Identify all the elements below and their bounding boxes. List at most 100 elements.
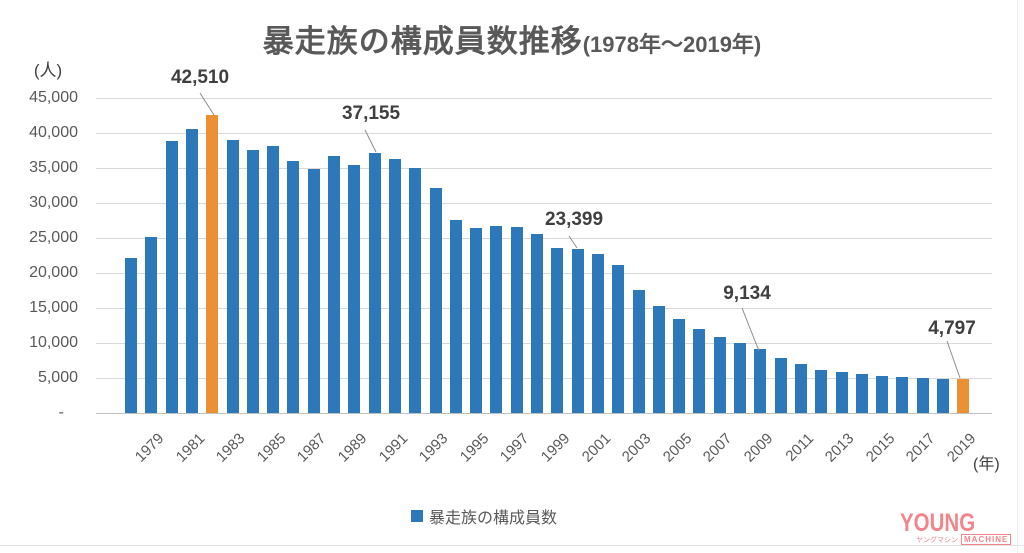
bar-1986 — [287, 161, 300, 413]
legend-marker-icon — [411, 510, 423, 522]
x-tick-label-2003: 2003 — [618, 430, 655, 466]
x-tick-label-2015: 2015 — [862, 430, 899, 466]
bar-1998 — [531, 233, 543, 413]
chart-title: 暴走族の構成員数推移(1978年〜2019年) — [0, 16, 1024, 61]
bar-2003 — [632, 289, 645, 413]
image-right-border — [1017, 0, 1018, 553]
bar-1979 — [145, 237, 158, 413]
y-tick-label: 5,000 — [37, 369, 78, 386]
bar-1982 — [206, 115, 219, 413]
gridline-35000 — [96, 168, 992, 169]
gridline-5000 — [96, 378, 992, 379]
image-bottom-border — [0, 545, 1024, 546]
y-tick-label: 35,000 — [29, 159, 78, 176]
bar-1985 — [267, 146, 280, 413]
bar-2016 — [896, 377, 909, 413]
gridline-40000 — [96, 133, 992, 134]
gridline-15000 — [96, 308, 992, 309]
bar-2013 — [835, 372, 848, 413]
bar-1988 — [328, 156, 340, 413]
x-tick-label-1999: 1999 — [537, 430, 574, 466]
y-tick-label: 40,000 — [29, 124, 78, 141]
gridline-30000 — [96, 203, 992, 204]
bar-2006 — [693, 329, 706, 413]
watermark-machine-text: MACHINE — [961, 534, 1012, 545]
x-axis-unit-label: (年) — [973, 456, 1000, 473]
chart-title-main: 暴走族の構成員数推移 — [262, 24, 583, 59]
bar-2011 — [794, 364, 807, 413]
bar-2017 — [916, 378, 929, 413]
bar-1990 — [368, 152, 381, 413]
bar-1996 — [490, 226, 503, 413]
y-tick-label: 10,000 — [29, 334, 78, 351]
bar-2008 — [734, 343, 746, 413]
bar-2009 — [754, 349, 767, 413]
bar-2005 — [673, 318, 686, 413]
bar-1995 — [470, 227, 483, 413]
y-tick-label: 30,000 — [29, 194, 78, 211]
bar-1997 — [510, 226, 523, 413]
annotation-1990: 37,155 — [341, 103, 401, 124]
watermark-young-text: YOUNG — [900, 509, 976, 537]
bar-1987 — [307, 169, 320, 413]
y-axis-unit-label: (人) — [33, 61, 63, 80]
x-tick-label-1981: 1981 — [172, 430, 208, 466]
bar-2014 — [855, 373, 868, 413]
annotation-2000: 23,399 — [544, 209, 604, 230]
watermark-katakana-text: ヤングマシン — [916, 536, 958, 544]
bar-2004 — [652, 305, 665, 413]
annotation-1982: 42,510 — [170, 67, 230, 88]
legend-label: 暴走族の構成員数 — [429, 510, 558, 527]
watermark-subline: ヤングマシン MACHINE — [916, 534, 1018, 545]
bar-2012 — [815, 370, 828, 413]
annotation-2009: 9,134 — [723, 283, 771, 304]
leader-line-2019 — [946, 340, 961, 379]
x-tick-label-2011: 2011 — [782, 430, 817, 465]
x-tick-label-2007: 2007 — [700, 430, 736, 466]
bar-2002 — [612, 264, 625, 413]
bar-2007 — [713, 337, 726, 413]
x-tick-label-1997: 1997 — [497, 430, 533, 466]
y-tick-label: 25,000 — [29, 229, 78, 246]
x-tick-label-1985: 1985 — [253, 430, 290, 466]
gridline-20000 — [96, 273, 992, 274]
bar-1994 — [449, 219, 462, 413]
gridline-45000 — [96, 98, 992, 99]
annotation-2019: 4,797 — [928, 318, 976, 339]
bar-1980 — [165, 140, 178, 413]
bar-1981 — [185, 128, 198, 413]
x-tick-label-1989: 1989 — [334, 430, 371, 466]
bar-1999 — [551, 247, 564, 413]
y-tick-label: - — [58, 404, 64, 421]
leader-line-1982 — [199, 92, 215, 116]
bar-1992 — [409, 168, 422, 413]
bar-1984 — [246, 149, 259, 413]
bar-2010 — [774, 358, 787, 413]
x-tick-label-2017: 2017 — [903, 430, 939, 466]
x-tick-label-1983: 1983 — [212, 430, 249, 466]
bar-2018 — [937, 378, 949, 413]
young-machine-watermark: YOUNG ヤングマシン MACHINE — [900, 509, 1018, 545]
bar-1983 — [226, 140, 239, 413]
bar-2019 — [957, 379, 970, 413]
bar-1978 — [125, 257, 137, 413]
y-tick-label: 15,000 — [29, 299, 78, 316]
x-tick-label-2013: 2013 — [821, 430, 858, 466]
y-tick-label: 20,000 — [29, 264, 78, 281]
bar-1993 — [429, 187, 442, 413]
gridline-25000 — [96, 238, 992, 239]
legend: 暴走族の構成員数 — [411, 504, 557, 528]
bar-2015 — [876, 375, 889, 413]
x-tick-label-1993: 1993 — [415, 430, 452, 466]
x-tick-label-2001: 2001 — [578, 430, 614, 466]
gridline-0 — [96, 413, 992, 414]
x-tick-label-1987: 1987 — [294, 430, 330, 466]
bar-2000 — [571, 249, 584, 413]
bar-2001 — [591, 254, 604, 413]
x-tick-label-2009: 2009 — [740, 430, 777, 466]
gridline-10000 — [96, 343, 992, 344]
bar-1991 — [388, 158, 401, 413]
x-tick-label-1991: 1991 — [375, 430, 411, 466]
y-tick-label: 45,000 — [29, 89, 78, 106]
